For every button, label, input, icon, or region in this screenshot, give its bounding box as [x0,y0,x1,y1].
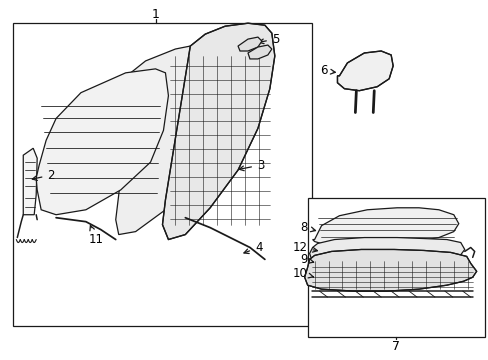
Text: 3: 3 [239,159,264,172]
Text: 9: 9 [300,253,313,266]
Text: 4: 4 [244,241,262,254]
Polygon shape [309,238,464,267]
Polygon shape [238,37,262,51]
Polygon shape [36,69,168,215]
Text: 5: 5 [259,33,279,46]
Bar [307,198,484,337]
Polygon shape [23,148,37,215]
Text: 12: 12 [292,241,317,254]
Text: 11: 11 [88,226,103,246]
Polygon shape [247,45,271,59]
Polygon shape [116,43,238,235]
Text: 10: 10 [292,267,313,280]
Text: 8: 8 [300,221,315,234]
Polygon shape [304,249,476,291]
Bar [13,23,311,326]
Text: 2: 2 [32,168,55,181]
Text: 7: 7 [391,340,399,353]
Polygon shape [162,23,274,239]
Text: 1: 1 [151,8,159,21]
Text: 6: 6 [319,64,335,77]
Polygon shape [312,208,458,246]
Polygon shape [337,51,392,91]
